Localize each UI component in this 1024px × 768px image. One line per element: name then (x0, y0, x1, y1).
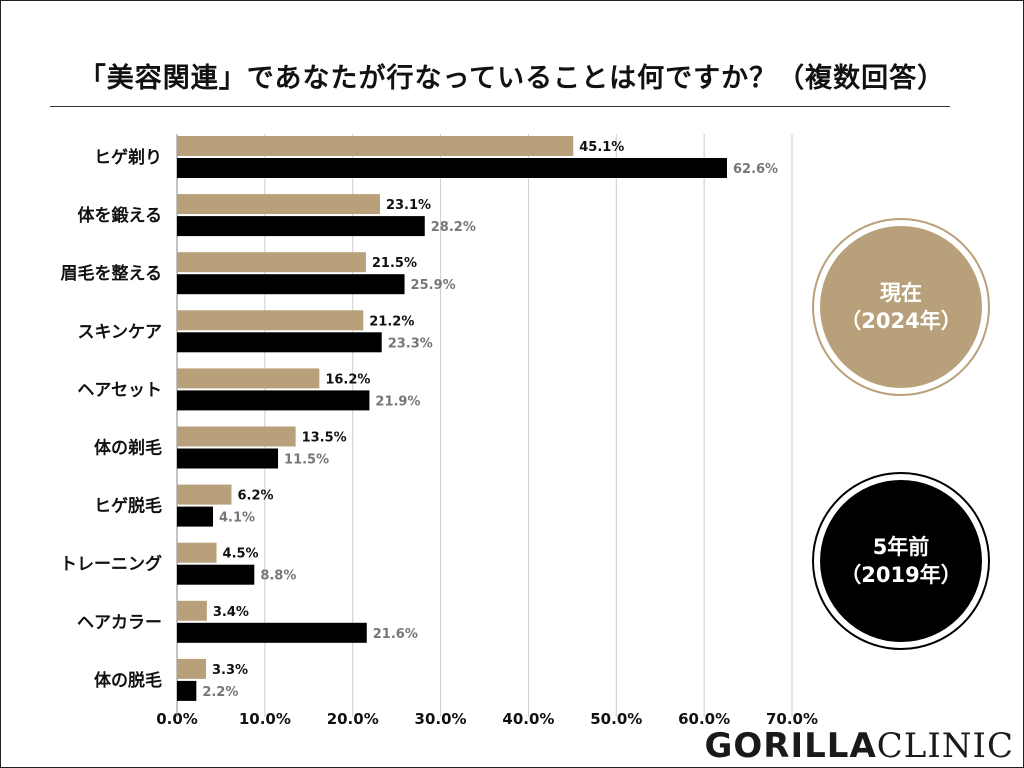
gorilla-clinic-logo: GORILLACLINIC (704, 726, 1014, 766)
data-label-2019: 21.6% (373, 627, 418, 642)
bar-2019 (177, 506, 214, 527)
bar-2024 (177, 368, 320, 389)
category-label: 体の剃毛 (94, 438, 162, 459)
legend-2019-label: 5年前 (872, 534, 930, 559)
category-label: 体の脱毛 (94, 670, 162, 691)
legend-badge-2019: 5年前 （2019年） (812, 472, 990, 650)
bar-2024 (177, 310, 364, 331)
data-label-2024: 3.3% (212, 663, 248, 678)
bar-2024 (177, 600, 207, 621)
legend-2019-year: （2019年） (840, 563, 962, 587)
category-label: スキンケア (78, 322, 163, 342)
x-tick-label: 40.0% (502, 710, 554, 728)
bar-2019 (177, 680, 197, 701)
bar-2019 (177, 332, 382, 353)
bar-2019 (177, 564, 255, 585)
chart-title: 「美容関連」であなたが行なっていることは何ですか？（複数回答） (78, 63, 946, 94)
bar-2024 (177, 426, 296, 447)
legend-badge-2024-fill: 現在 （2024年） (820, 226, 982, 388)
x-tick-label: 20.0% (327, 710, 379, 728)
bar-2024 (177, 136, 574, 156)
data-label-2019: 62.6% (733, 162, 778, 177)
bar-2019 (177, 448, 279, 469)
logo-bold-text: GORILLA (704, 726, 877, 766)
data-label-2024: 21.5% (372, 256, 417, 271)
bar-2019 (177, 390, 370, 411)
legend-badge-2024: 現在 （2024年） (812, 218, 990, 396)
data-label-2024: 3.4% (213, 605, 249, 620)
bar-2019 (177, 274, 405, 295)
category-label: ヒゲ剃り (94, 147, 162, 168)
data-label-2024: 6.2% (237, 489, 273, 504)
bar-2024 (177, 484, 232, 505)
category-label: 体を鍛える (78, 205, 163, 226)
bar-2019 (177, 158, 727, 178)
bar-2024 (177, 194, 380, 215)
data-label-2019: 4.1% (219, 511, 255, 526)
category-label: ヒゲ脱毛 (94, 496, 162, 517)
category-label: トレーニング (60, 554, 162, 575)
bar-2024 (177, 252, 366, 273)
category-label: 眉毛を整える (61, 263, 163, 284)
bar-2019 (177, 216, 425, 237)
legend-badge-2019-fill: 5年前 （2019年） (820, 480, 982, 642)
data-label-2024: 4.5% (223, 547, 259, 562)
data-label-2024: 13.5% (302, 431, 347, 446)
x-tick-label: 30.0% (415, 710, 467, 728)
x-tick-label: 60.0% (678, 710, 730, 728)
legend-2024-label: 現在 (880, 280, 922, 305)
data-label-2024: 16.2% (325, 372, 370, 387)
category-label: ヘアカラー (77, 613, 162, 633)
data-label-2019: 2.2% (202, 685, 238, 700)
data-label-2019: 28.2% (431, 220, 476, 235)
data-label-2019: 8.8% (260, 569, 296, 584)
legend-2024-year: （2024年） (840, 309, 962, 333)
bar-2019 (177, 622, 367, 643)
data-label-2024: 23.1% (386, 198, 431, 213)
data-label-2019: 23.3% (388, 336, 433, 351)
logo-light-text: CLINIC (876, 726, 1014, 766)
data-label-2024: 45.1% (579, 140, 624, 155)
bar-2024 (177, 542, 217, 563)
bar-2024 (177, 658, 206, 679)
data-label-2024: 21.2% (369, 314, 414, 329)
x-tick-label: 50.0% (590, 710, 642, 728)
x-tick-label: 70.0% (766, 710, 818, 728)
data-label-2019: 11.5% (284, 453, 329, 468)
data-label-2019: 21.9% (375, 394, 420, 409)
x-tick-label: 0.0% (156, 710, 198, 728)
x-tick-label: 10.0% (239, 710, 291, 728)
title-divider (50, 106, 950, 107)
data-label-2019: 25.9% (411, 278, 456, 293)
category-label: ヘアセット (77, 380, 162, 400)
